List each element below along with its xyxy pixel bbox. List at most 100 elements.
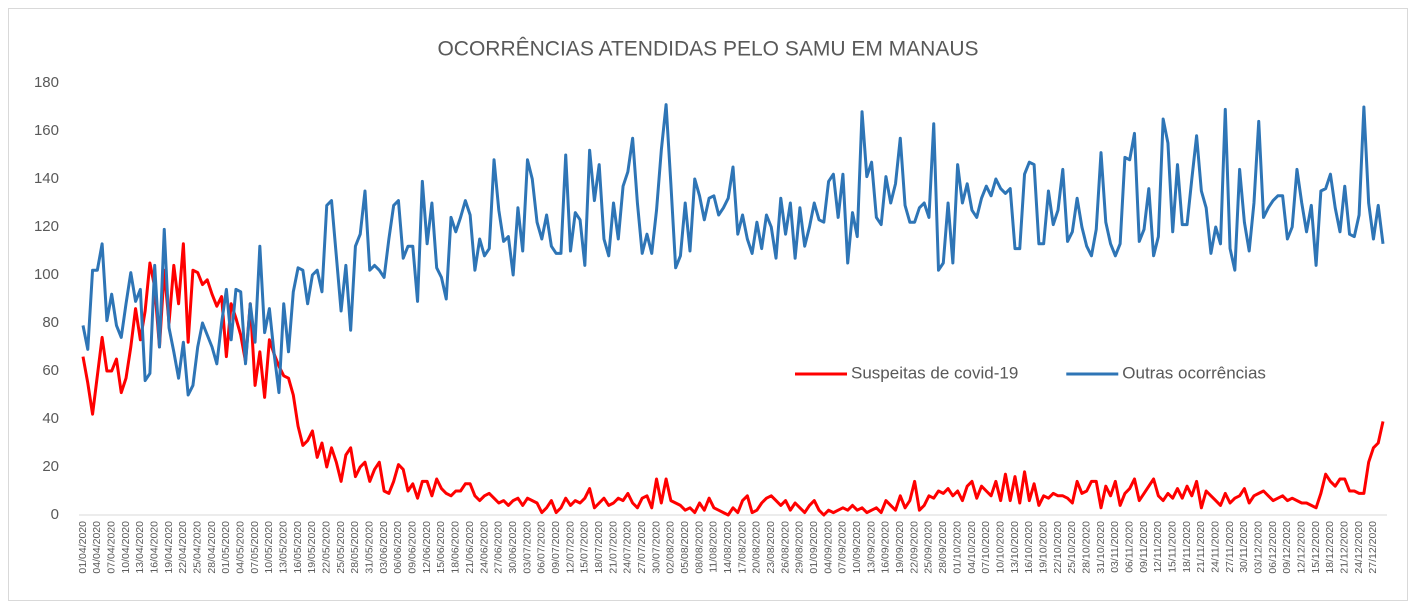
x-tick-label: 15/11/2020 — [1166, 521, 1178, 573]
y-tick-label: 140 — [34, 170, 59, 187]
x-tick-label: 16/10/2020 — [1023, 521, 1035, 574]
x-tick-label: 25/10/2020 — [1066, 521, 1078, 574]
x-tick-label: 16/04/2020 — [148, 521, 160, 574]
x-tick-label: 18/12/2020 — [1324, 521, 1336, 574]
x-tick-label: 24/12/2020 — [1353, 521, 1365, 574]
x-tick-label: 01/09/2020 — [808, 521, 820, 574]
x-tick-label: 22/05/2020 — [321, 521, 333, 574]
x-tick-label: 06/07/2020 — [536, 521, 548, 574]
x-tick-label: 11/08/2020 — [708, 521, 720, 573]
x-tick-label: 16/09/2020 — [880, 521, 892, 574]
y-tick-label: 160 — [34, 122, 59, 139]
x-tick-label: 01/05/2020 — [220, 521, 232, 574]
x-tick-label: 15/06/2020 — [435, 521, 447, 574]
x-tick-label: 23/08/2020 — [765, 521, 777, 574]
x-tick-label: 28/09/2020 — [937, 521, 949, 574]
x-tick-label: 30/11/2020 — [1238, 521, 1250, 573]
x-tick-label: 20/08/2020 — [751, 521, 763, 574]
x-tick-label: 28/10/2020 — [1080, 521, 1092, 574]
y-tick-label: 20 — [42, 458, 59, 475]
x-tick-label: 21/12/2020 — [1339, 521, 1351, 574]
x-tick-label: 04/04/2020 — [91, 521, 103, 574]
y-tick-label: 60 — [42, 362, 59, 379]
x-tick-label: 22/10/2020 — [1052, 521, 1064, 574]
x-tick-label: 01/04/2020 — [77, 521, 89, 574]
x-tick-label: 30/06/2020 — [507, 521, 519, 574]
x-tick-label: 12/12/2020 — [1296, 521, 1308, 574]
x-tick-label: 02/08/2020 — [665, 521, 677, 574]
y-tick-label: 180 — [34, 74, 59, 91]
chart-title: OCORRÊNCIAS ATENDIDAS PELO SAMU EM MANAU… — [437, 38, 978, 61]
x-tick-label: 22/04/2020 — [177, 521, 189, 574]
chart: OCORRÊNCIAS ATENDIDAS PELO SAMU EM MANAU… — [0, 0, 1416, 609]
x-tick-label: 07/04/2020 — [105, 521, 117, 574]
x-tick-label: 31/05/2020 — [364, 521, 376, 574]
x-tick-label: 03/12/2020 — [1253, 521, 1265, 574]
x-tick-label: 29/08/2020 — [794, 521, 806, 574]
x-tick-label: 09/11/2020 — [1138, 521, 1150, 573]
x-tick-label: 12/07/2020 — [564, 521, 576, 574]
page: {"chart_data": {"type": "line", "title":… — [0, 0, 1416, 609]
x-tick-label: 24/07/2020 — [622, 521, 634, 574]
x-tick-label: 12/11/2020 — [1152, 521, 1164, 573]
x-tick-label: 04/05/2020 — [235, 521, 247, 574]
x-tick-label: 14/08/2020 — [722, 521, 734, 574]
x-tick-label: 19/09/2020 — [894, 521, 906, 574]
x-tick-label: 28/05/2020 — [349, 521, 361, 574]
y-tick-label: 40 — [42, 410, 59, 427]
y-tick-label: 120 — [34, 218, 59, 235]
x-tick-label: 09/07/2020 — [550, 521, 562, 574]
x-tick-label: 30/07/2020 — [650, 521, 662, 574]
x-tick-label: 09/06/2020 — [407, 521, 419, 574]
y-tick-label: 80 — [42, 314, 59, 331]
x-tick-label: 06/12/2020 — [1267, 521, 1279, 574]
x-tick-label: 28/04/2020 — [206, 521, 218, 574]
x-tick-label: 13/09/2020 — [865, 521, 877, 574]
x-tick-label: 21/11/2020 — [1195, 521, 1207, 573]
x-tick-label: 18/11/2020 — [1181, 521, 1193, 573]
x-tick-label: 07/09/2020 — [837, 521, 849, 574]
x-tick-label: 25/05/2020 — [335, 521, 347, 574]
x-tick-label: 03/11/2020 — [1109, 521, 1121, 573]
legend-label: Suspeitas de covid-19 — [851, 363, 1018, 382]
x-tick-label: 01/10/2020 — [951, 521, 963, 574]
x-tick-label: 27/06/2020 — [493, 521, 505, 574]
x-tick-label: 18/07/2020 — [593, 521, 605, 574]
x-tick-label: 18/06/2020 — [450, 521, 462, 574]
x-tick-label: 08/08/2020 — [693, 521, 705, 574]
x-tick-label: 17/08/2020 — [736, 521, 748, 574]
x-tick-label: 19/10/2020 — [1037, 521, 1049, 574]
x-tick-label: 15/12/2020 — [1310, 521, 1322, 574]
x-tick-label: 07/10/2020 — [980, 521, 992, 574]
x-tick-label: 26/08/2020 — [779, 521, 791, 574]
y-tick-label: 100 — [34, 266, 59, 283]
x-tick-label: 25/04/2020 — [191, 521, 203, 574]
x-tick-label: 04/09/2020 — [822, 521, 834, 574]
x-tick-label: 21/07/2020 — [607, 521, 619, 574]
x-tick-label: 21/06/2020 — [464, 521, 476, 574]
x-tick-label: 09/12/2020 — [1281, 521, 1293, 574]
x-tick-label: 06/11/2020 — [1123, 521, 1135, 573]
x-tick-label: 15/07/2020 — [579, 521, 591, 574]
x-tick-label: 19/04/2020 — [163, 521, 175, 574]
x-tick-label: 24/11/2020 — [1210, 521, 1222, 573]
x-tick-label: 06/06/2020 — [392, 521, 404, 574]
x-tick-label: 16/05/2020 — [292, 521, 304, 574]
x-tick-label: 10/09/2020 — [851, 521, 863, 574]
x-tick-label: 07/05/2020 — [249, 521, 261, 574]
x-tick-label: 05/08/2020 — [679, 521, 691, 574]
x-tick-label: 13/05/2020 — [278, 521, 290, 574]
y-tick-label: 0 — [51, 506, 59, 523]
x-tick-label: 10/10/2020 — [994, 521, 1006, 574]
x-tick-label: 25/09/2020 — [923, 521, 935, 574]
x-tick-label: 04/10/2020 — [966, 521, 978, 574]
x-tick-label: 27/12/2020 — [1367, 521, 1379, 574]
legend-label: Outras ocorrências — [1122, 363, 1266, 382]
x-tick-label: 03/07/2020 — [521, 521, 533, 574]
x-tick-label: 03/06/2020 — [378, 521, 390, 574]
x-tick-label: 24/06/2020 — [478, 521, 490, 574]
x-tick-label: 31/10/2020 — [1095, 521, 1107, 574]
x-tick-label: 10/05/2020 — [263, 521, 275, 574]
x-tick-label: 13/10/2020 — [1009, 521, 1021, 574]
x-tick-label: 27/11/2020 — [1224, 521, 1236, 573]
